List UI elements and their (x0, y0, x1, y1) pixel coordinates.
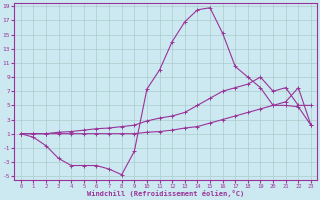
X-axis label: Windchill (Refroidissement éolien,°C): Windchill (Refroidissement éolien,°C) (87, 190, 244, 197)
